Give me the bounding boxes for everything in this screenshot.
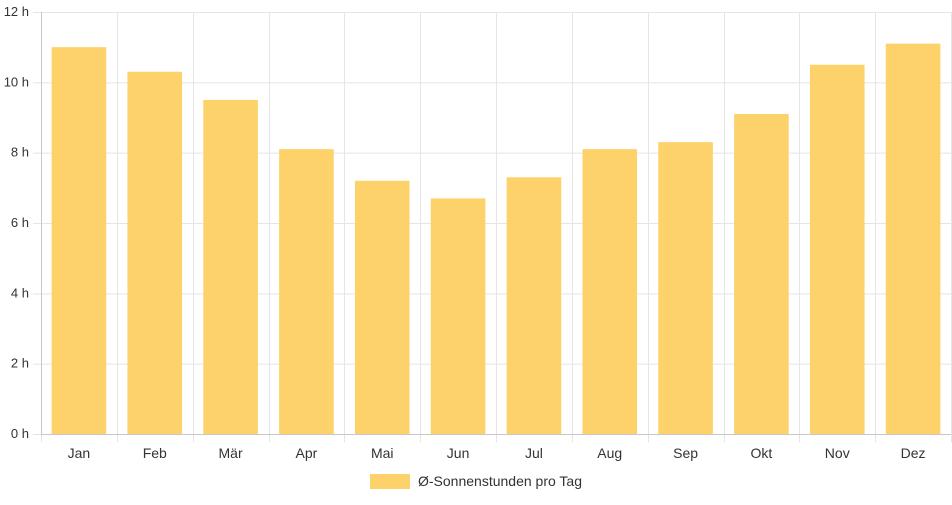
axes: 0 h 2 h 4 h 6 h 8 h 10 h 12 h Jan Feb Mär Apr Mai Ju… [4, 4, 951, 461]
x-tick-label: Jun [447, 445, 470, 461]
y-tick-label: 0 h [11, 426, 29, 441]
y-tick-label: 6 h [11, 215, 29, 230]
x-tick-label: Okt [751, 445, 773, 461]
y-tick-label: 10 h [4, 74, 29, 89]
x-tick-label: Feb [143, 445, 167, 461]
x-tick-label: Mai [371, 445, 394, 461]
bar-sep[interactable] [658, 142, 713, 434]
bar-nov[interactable] [809, 64, 865, 434]
y-tick-label: 2 h [11, 356, 29, 371]
bar-feb[interactable] [127, 71, 183, 435]
legend-swatch [370, 474, 410, 489]
grid-lines [33, 12, 952, 442]
bar-jul[interactable] [506, 177, 562, 435]
bar-aug[interactable] [582, 149, 638, 434]
x-tick-label: Aug [597, 445, 622, 461]
y-tick-label: 8 h [11, 145, 29, 160]
bar-jun[interactable] [430, 198, 486, 434]
x-tick-label: Sep [673, 445, 698, 461]
x-tick-label: Dez [901, 445, 926, 461]
legend[interactable]: Ø-Sonnenstunden pro Tag [370, 473, 582, 489]
x-tick-label: Nov [825, 445, 850, 461]
bar-jan[interactable] [51, 47, 107, 435]
x-tick-label: Mär [219, 445, 243, 461]
x-tick-label: Jul [525, 445, 543, 461]
x-tick-label: Jan [68, 445, 91, 461]
bar-mai[interactable] [354, 180, 410, 434]
bar-okt[interactable] [734, 113, 789, 434]
bars [51, 43, 941, 435]
y-tick-label: 12 h [4, 4, 29, 19]
legend-label: Ø-Sonnenstunden pro Tag [418, 473, 582, 489]
y-tick-label: 4 h [11, 285, 29, 300]
bar-mär[interactable] [203, 99, 258, 435]
bar-apr[interactable] [279, 149, 334, 434]
bar-dez[interactable] [885, 43, 941, 435]
x-tick-label: Apr [296, 445, 318, 461]
